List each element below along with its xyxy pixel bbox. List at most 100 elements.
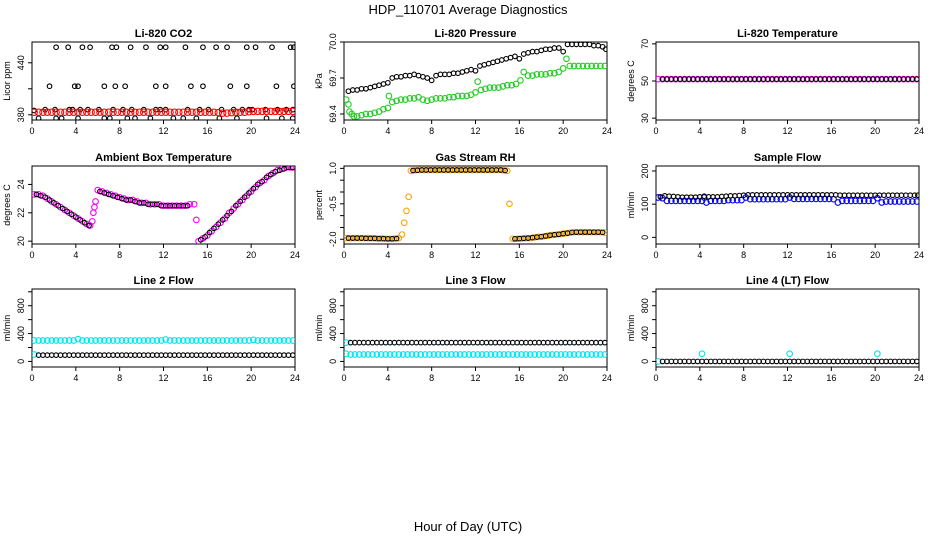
data-point-blue bbox=[865, 197, 872, 205]
data-point-red bbox=[188, 108, 196, 116]
data-point-red bbox=[280, 107, 288, 116]
data-point-red bbox=[183, 108, 192, 116]
data-point-red bbox=[61, 108, 69, 116]
data-point-green bbox=[406, 95, 414, 102]
data-point-black bbox=[71, 83, 78, 90]
y-axis-label: percent bbox=[314, 189, 324, 220]
data-point-green bbox=[350, 113, 358, 120]
data-point-black bbox=[72, 214, 79, 220]
data-point-green bbox=[601, 62, 607, 70]
data-point-blue bbox=[909, 198, 916, 205]
data-point-green bbox=[358, 111, 365, 119]
data-point-cyan bbox=[786, 350, 794, 358]
data-point-cyan bbox=[430, 351, 438, 358]
data-point-cyan bbox=[483, 351, 490, 358]
data-point-cyan bbox=[74, 335, 82, 343]
data-point-cyan bbox=[456, 351, 464, 358]
data-point-cyan bbox=[421, 351, 429, 358]
data-point-magenta bbox=[125, 196, 132, 204]
data-point-orange bbox=[575, 228, 582, 236]
data-point-orange bbox=[490, 166, 498, 174]
x-tick-label: 16 bbox=[514, 126, 524, 136]
series-group bbox=[656, 75, 919, 83]
data-point-cyan bbox=[254, 337, 262, 344]
x-tick-label: 12 bbox=[470, 126, 480, 136]
data-point-black bbox=[77, 106, 84, 113]
data-point-red bbox=[91, 108, 100, 116]
data-point-cyan bbox=[157, 337, 165, 344]
data-point-cyan bbox=[360, 351, 368, 358]
data-point-green bbox=[441, 95, 449, 102]
data-point-orange bbox=[535, 233, 543, 241]
data-point-green bbox=[566, 62, 574, 70]
y-tick-label: 200 bbox=[640, 163, 650, 178]
data-point-red bbox=[78, 108, 87, 116]
data-point-orange bbox=[506, 200, 513, 208]
x-tick-label: 8 bbox=[741, 126, 746, 136]
data-point-magenta bbox=[138, 199, 145, 207]
data-point-blue bbox=[856, 197, 864, 205]
data-point-orange bbox=[566, 229, 574, 237]
data-point-green bbox=[542, 71, 549, 78]
x-tick-label: 24 bbox=[914, 373, 924, 383]
data-point-orange bbox=[570, 228, 578, 236]
x-tick-label: 8 bbox=[429, 126, 434, 136]
data-point-orange bbox=[398, 231, 406, 238]
data-point-magenta bbox=[164, 202, 172, 210]
data-point-red bbox=[236, 108, 244, 116]
data-point-cyan bbox=[48, 337, 56, 344]
data-point-cyan bbox=[452, 351, 460, 358]
x-tick-label: 20 bbox=[558, 250, 568, 260]
y-tick-label: 0 bbox=[640, 359, 650, 364]
data-point-red bbox=[227, 108, 236, 117]
data-point-red bbox=[96, 108, 104, 116]
data-point-black bbox=[279, 115, 285, 120]
x-tick-label: 4 bbox=[385, 250, 390, 260]
x-tick-label: 24 bbox=[290, 126, 300, 136]
data-point-black bbox=[250, 185, 257, 192]
panel-6: Sample Flow ml/min 0 4 8 12 16 20 24 0 100 200 bbox=[626, 152, 924, 260]
data-point-cyan bbox=[171, 337, 178, 344]
series-group bbox=[32, 166, 295, 244]
data-point-cyan bbox=[263, 337, 270, 344]
data-point-cyan bbox=[127, 337, 134, 344]
data-point-magenta bbox=[173, 202, 180, 210]
data-point-cyan bbox=[122, 337, 130, 344]
data-point-black bbox=[211, 225, 217, 232]
data-point-cyan bbox=[544, 351, 552, 358]
data-point-cyan bbox=[179, 337, 187, 344]
data-point-orange bbox=[360, 234, 368, 242]
x-tick-label: 8 bbox=[429, 373, 434, 383]
data-point-black bbox=[603, 46, 607, 53]
data-point-blue bbox=[895, 198, 903, 205]
data-point-green bbox=[463, 92, 471, 100]
data-point-orange bbox=[400, 219, 408, 227]
data-point-blue bbox=[663, 197, 671, 205]
x-tick-label: 0 bbox=[653, 126, 658, 136]
data-point-magenta bbox=[190, 200, 198, 208]
x-tick-label: 16 bbox=[202, 373, 212, 383]
data-point-black bbox=[263, 115, 270, 120]
data-point-magenta bbox=[147, 200, 154, 208]
data-point-red bbox=[275, 107, 284, 116]
panel-title: Gas Stream RH bbox=[435, 152, 515, 164]
data-point-green bbox=[546, 69, 554, 77]
data-point-blue bbox=[843, 197, 851, 205]
panel-title: Li-820 Pressure bbox=[435, 28, 517, 40]
data-point-green bbox=[583, 62, 591, 70]
data-point-orange bbox=[395, 234, 403, 242]
data-point-cyan bbox=[474, 351, 482, 358]
data-point-orange bbox=[425, 166, 432, 174]
data-point-black bbox=[243, 44, 250, 51]
y-axis-label: degrees C bbox=[626, 60, 636, 102]
data-point-orange bbox=[473, 166, 480, 174]
data-point-cyan bbox=[382, 351, 389, 358]
data-point-cyan bbox=[250, 336, 257, 344]
x-tick-label: 20 bbox=[558, 126, 568, 136]
x-tick-label: 20 bbox=[870, 126, 880, 136]
data-point-cyan bbox=[540, 351, 547, 358]
data-point-green bbox=[524, 72, 532, 79]
data-point-green bbox=[362, 110, 370, 118]
data-point-red bbox=[214, 108, 223, 117]
data-point-orange bbox=[411, 166, 419, 174]
